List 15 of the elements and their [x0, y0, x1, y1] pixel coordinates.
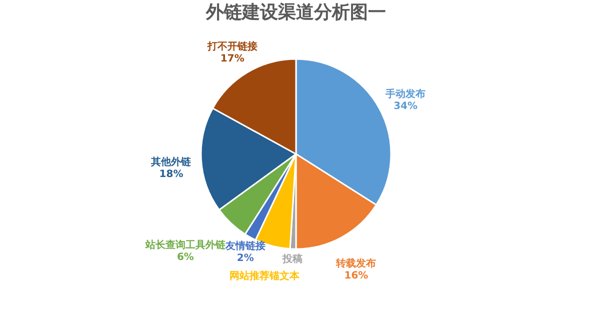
- data-label: 2%: [236, 253, 254, 264]
- data-label: 6%: [176, 252, 194, 264]
- slice-label: 站长查询工具外链: [144, 239, 226, 252]
- data-label: 17%: [220, 53, 244, 64]
- data-label: 16%: [344, 270, 368, 282]
- slice-label: 转载发布: [335, 258, 376, 270]
- slice-label: 投稿: [282, 252, 303, 265]
- data-label: 18%: [159, 168, 184, 180]
- slice-label: 网站推荐锚文本: [230, 270, 301, 282]
- slice-label: 手动发布: [384, 88, 426, 100]
- slice-label: 其他外链: [150, 156, 192, 168]
- data-label: 34%: [394, 100, 418, 112]
- slice-label: 友情链接: [224, 240, 266, 252]
- slice-label: 打不开链接: [206, 40, 258, 52]
- chart-title: 外链建设渠道分析图一: [205, 2, 386, 23]
